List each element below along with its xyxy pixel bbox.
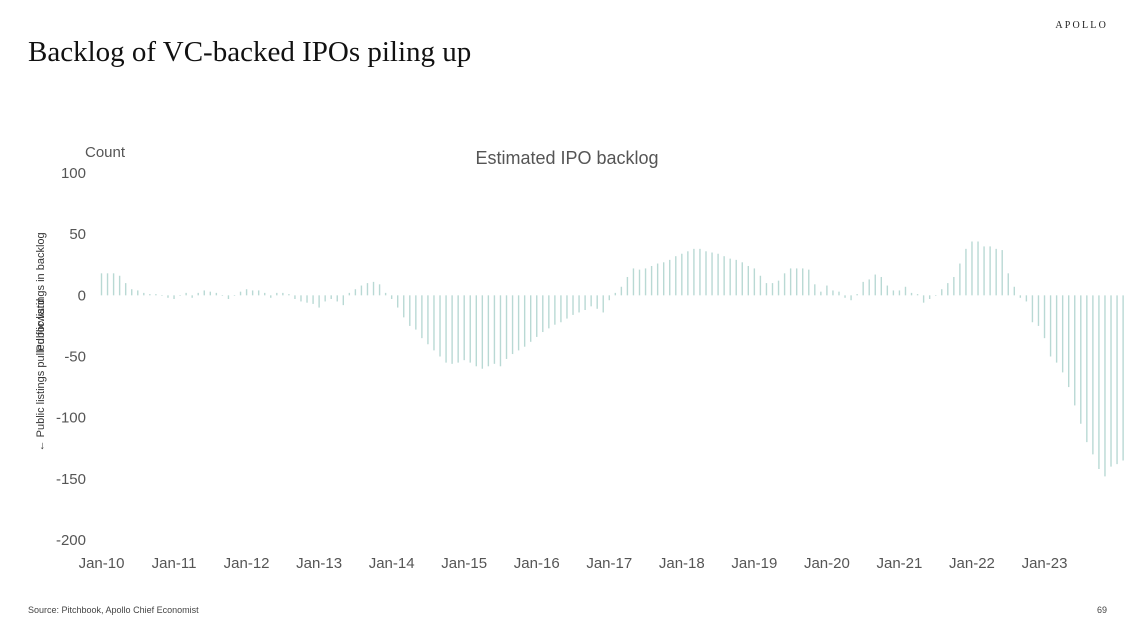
chart-bars [100, 241, 1124, 477]
y-tick-label: -100 [56, 410, 86, 427]
x-axis-ticks: Jan-10 Jan-11 Jan-12 Jan-13 Jan-14 Jan-15 Jan-… [79, 555, 1068, 572]
x-tick-label: Jan-11 [152, 555, 197, 572]
x-tick-label: Jan-22 [949, 555, 995, 572]
x-tick-label: Jan-15 [441, 555, 487, 572]
x-tick-label: Jan-16 [514, 555, 560, 572]
page-number: 69 [1096, 605, 1107, 615]
x-tick-label: Jan-19 [731, 555, 777, 572]
x-tick-label: Jan-13 [296, 555, 342, 572]
x-tick-label: Jan-23 [1022, 555, 1068, 572]
x-tick-label: Jan-10 [79, 555, 125, 572]
y-tick-label: 50 [69, 226, 86, 243]
x-tick-label: Jan-12 [224, 555, 270, 572]
y-axis-ticks: 100 50 0 -50 -100 -150 -200 [56, 165, 86, 549]
y-tick-label: -200 [56, 532, 86, 549]
y-tick-label: 100 [61, 165, 86, 182]
chart-title: Estimated IPO backlog [475, 148, 658, 168]
y-tick-label: -150 [56, 471, 86, 488]
apollo-logo: APOLLO [1055, 20, 1108, 31]
y-tick-label: -50 [64, 349, 86, 366]
page-title: Backlog of VC-backed IPOs piling up [28, 36, 472, 68]
y-tick-label: 0 [78, 287, 86, 304]
y-axis-label-backlog: Public listings in backlog [35, 232, 47, 351]
x-tick-label: Jan-14 [369, 555, 415, 572]
x-tick-label: Jan-21 [877, 555, 923, 572]
x-tick-label: Jan-18 [659, 555, 705, 572]
y-axis-label-pulled-forward: ← Public listings pulled forward [35, 299, 47, 452]
source-note: Source: Pitchbook, Apollo Chief Economis… [28, 605, 199, 615]
ipo-backlog-chart: 100 50 0 -50 -100 -150 -200 Jan-10 Jan-11 Jan-12… [35, 144, 1124, 572]
x-tick-label: Jan-17 [586, 555, 632, 572]
y-axis-unit-label: Count [85, 144, 126, 161]
x-tick-label: Jan-20 [804, 555, 850, 572]
